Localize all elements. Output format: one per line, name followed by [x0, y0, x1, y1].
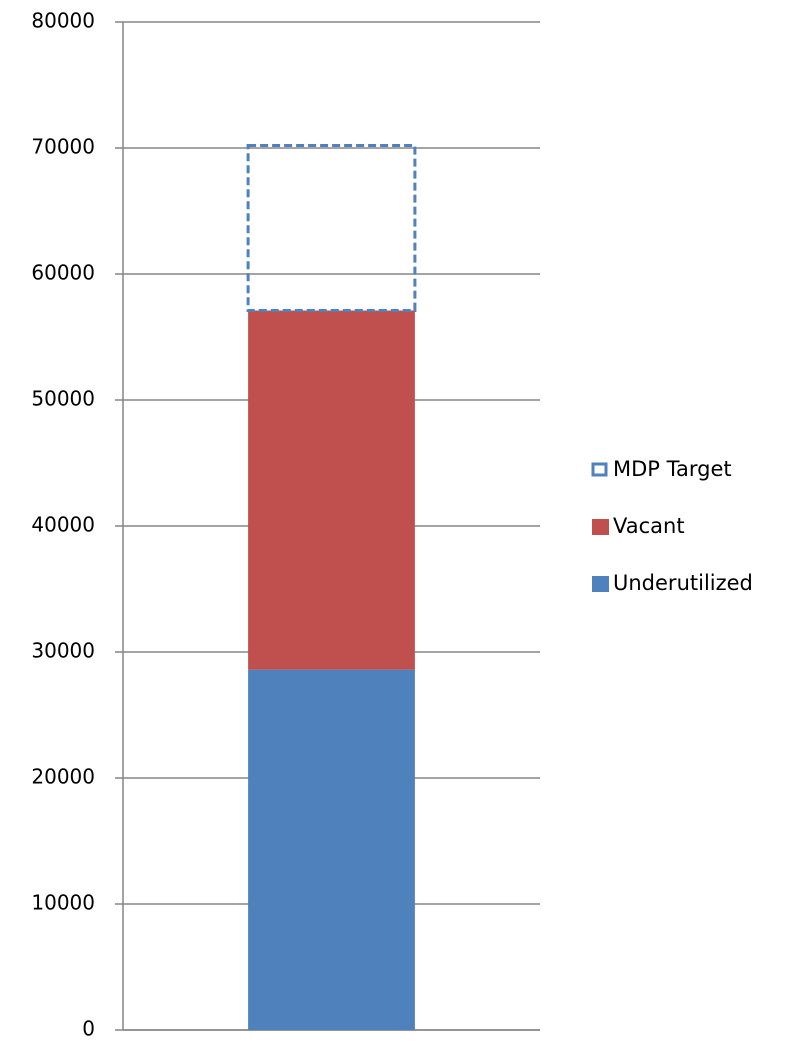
bar-segment: [246, 143, 417, 313]
legend-label: Vacant: [613, 514, 685, 538]
legend-label: Underutilized: [613, 571, 753, 595]
legend-swatch: [591, 462, 608, 477]
y-tick-label: 80000: [31, 9, 95, 33]
y-tick-label: 50000: [31, 387, 95, 411]
y-tick-label: 40000: [31, 513, 95, 537]
legend-swatch: [592, 576, 609, 592]
y-tick-label: 10000: [31, 891, 95, 915]
bar-segment: [248, 310, 415, 670]
y-tick-label: 20000: [31, 765, 95, 789]
y-tick-label: 60000: [31, 261, 95, 285]
bar-segment: [248, 669, 415, 1030]
y-tick-label: 0: [82, 1017, 95, 1039]
y-tick-label: 30000: [31, 639, 95, 663]
legend-label: MDP Target: [613, 457, 732, 481]
legend-swatch: [592, 519, 609, 535]
y-tick-label: 70000: [31, 135, 95, 159]
